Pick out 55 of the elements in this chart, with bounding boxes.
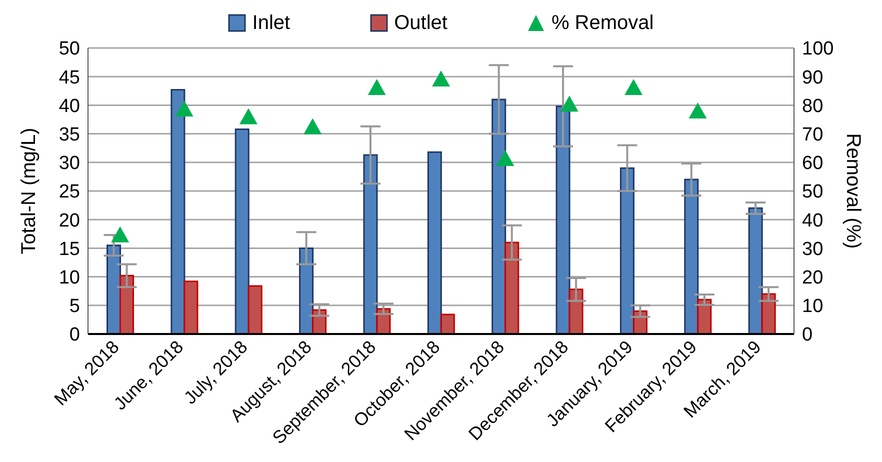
- bar: [440, 314, 455, 334]
- y-tick-label: 40: [58, 96, 80, 117]
- bar: [748, 207, 763, 334]
- y-tick-label: 30: [58, 153, 80, 174]
- point: [432, 70, 450, 86]
- y-tick-label: 0: [69, 324, 80, 346]
- bar: [761, 293, 776, 334]
- bar: [184, 280, 198, 334]
- bar: [299, 247, 314, 334]
- y2-tick-label: 80: [802, 96, 824, 117]
- y2-tick-label: 40: [802, 210, 824, 232]
- y-tick-label: 5: [69, 296, 80, 318]
- y2-tick-label: 20: [802, 268, 824, 289]
- bar: [170, 89, 186, 334]
- y2-tick-label: 100: [802, 38, 834, 60]
- y2-tick-label: 70: [802, 124, 824, 146]
- bar: [620, 167, 634, 334]
- y-tick-label: 20: [58, 210, 80, 232]
- legend-label: Inlet: [252, 12, 290, 34]
- y2-tick-label: 60: [802, 153, 824, 174]
- y-tick-label: 25: [58, 182, 80, 203]
- bar: [492, 98, 506, 334]
- bar: [697, 298, 712, 334]
- y2-tick-label: 0: [802, 324, 813, 346]
- bar: [684, 178, 699, 334]
- y2-tick-label: 90: [802, 67, 824, 88]
- y-tick-label: 15: [58, 238, 80, 260]
- point: [624, 79, 643, 96]
- legend-label: % Removal: [551, 12, 654, 34]
- point: [560, 96, 578, 112]
- y-tick-label: 35: [58, 124, 80, 146]
- point: [304, 118, 322, 134]
- point: [368, 79, 386, 96]
- bar: [504, 242, 520, 334]
- y2-tick-label: 50: [802, 182, 824, 203]
- point: [496, 150, 514, 166]
- bar: [234, 128, 250, 334]
- bar: [427, 151, 442, 334]
- y2-axis-title: Removal (%): [842, 133, 864, 249]
- point: [688, 102, 707, 118]
- point: [239, 108, 258, 124]
- bar: [248, 285, 262, 334]
- legend-label: Outlet: [394, 12, 448, 34]
- bar: [363, 154, 378, 334]
- point: [175, 100, 194, 116]
- y2-tick-label: 10: [802, 296, 824, 318]
- y-tick-label: 45: [58, 67, 80, 88]
- y-axis-title: Total-N (mg/L): [18, 128, 40, 254]
- y2-tick-label: 30: [802, 238, 824, 260]
- bar: [568, 288, 584, 334]
- point: [111, 226, 130, 242]
- bar: [120, 274, 134, 334]
- y-tick-label: 50: [58, 38, 80, 60]
- y-tick-label: 10: [58, 268, 80, 289]
- bar: [556, 106, 570, 334]
